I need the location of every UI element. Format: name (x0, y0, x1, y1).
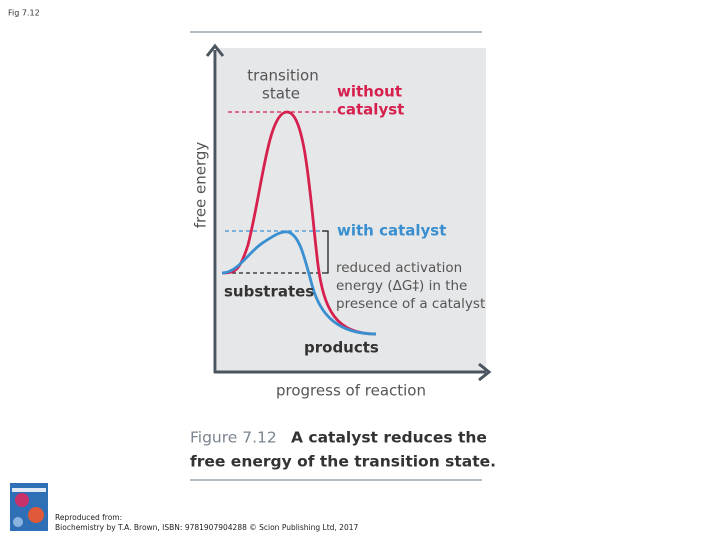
credit: Reproduced from: (55, 513, 122, 522)
reduced-energy-label: presence of a catalyst (336, 296, 485, 312)
caption-number: Figure 7.12 (190, 429, 277, 447)
y-axis-arrow (205, 43, 225, 57)
bracket (322, 230, 329, 274)
book-cover (10, 483, 48, 531)
caption-text: free energy of the transition state. (190, 453, 496, 471)
credit: Biochemistry by T.A. Brown, ISBN: 978190… (55, 523, 358, 532)
catalysed-curve (221, 230, 377, 336)
caption-text: A catalyst reduces the (291, 429, 487, 447)
slide-label: Fig 7.12 (8, 9, 40, 18)
x-axis-arrow (478, 362, 492, 382)
plot-panel (217, 48, 486, 372)
x-axis-label: progress of reaction (276, 382, 426, 400)
without-catalyst-label: catalyst (337, 101, 404, 119)
reduced-energy-label: reduced activation (336, 260, 462, 276)
uncatalysed-curve (221, 110, 377, 336)
substrates-label: substrates (224, 283, 314, 301)
without-catalyst-label: without (337, 83, 402, 101)
transition-label: transition (247, 67, 318, 85)
products-label: products (304, 339, 379, 357)
reduced-energy-label: energy (ΔG‡) in the (336, 278, 467, 294)
transition-label: state (262, 85, 300, 103)
with-catalyst-label: with catalyst (337, 222, 446, 240)
y-axis-label: free energy (192, 142, 210, 229)
